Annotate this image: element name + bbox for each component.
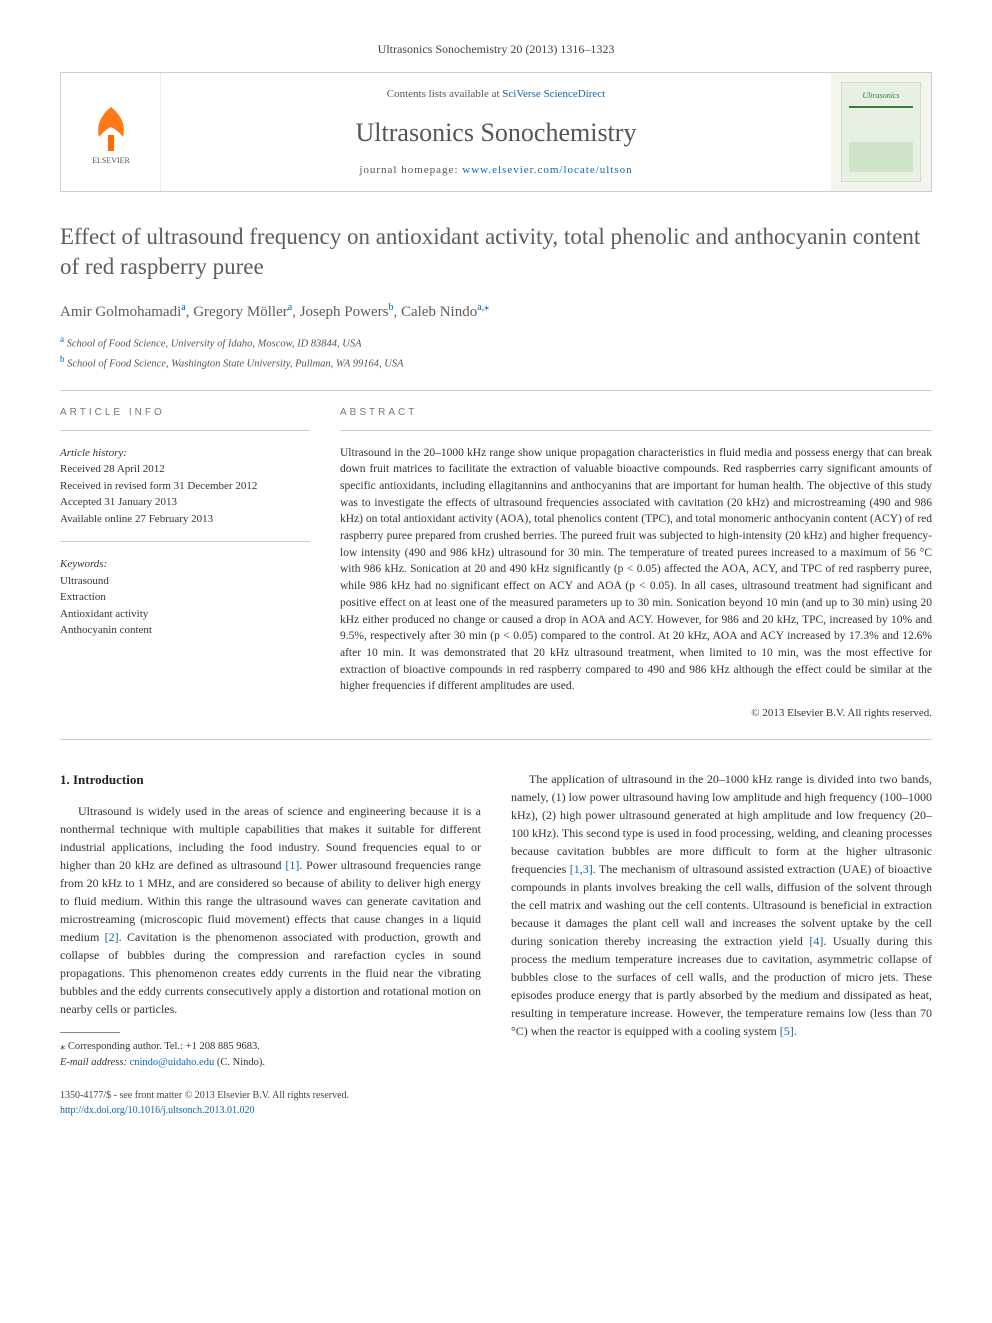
- citation-link[interactable]: [4]: [809, 934, 823, 948]
- body-column-left: 1. Introduction Ultrasound is widely use…: [60, 770, 481, 1070]
- abstract-text: Ultrasound in the 20–1000 kHz range show…: [340, 445, 932, 695]
- divider: [60, 390, 932, 391]
- footnote-rule: [60, 1032, 120, 1033]
- corresponding-email-link[interactable]: cnindo@uidaho.edu: [130, 1057, 215, 1068]
- history-item: Available online 27 February 2013: [60, 511, 310, 528]
- front-matter-line: 1350-4177/$ - see front matter © 2013 El…: [60, 1088, 932, 1103]
- author: Gregory Möllera: [193, 304, 292, 320]
- contents-available-line: Contents lists available at SciVerse Sci…: [387, 86, 605, 103]
- svg-text:Ultrasonics: Ultrasonics: [862, 91, 899, 100]
- contents-prefix: Contents lists available at: [387, 88, 502, 100]
- article-title: Effect of ultrasound frequency on antiox…: [60, 222, 932, 282]
- homepage-prefix: journal homepage:: [359, 164, 462, 176]
- keyword: Anthocyanin content: [60, 622, 310, 639]
- article-info-label: ARTICLE INFO: [60, 405, 310, 420]
- cover-thumb-cell: Ultrasonics: [831, 73, 931, 191]
- history-item: Accepted 31 January 2013: [60, 494, 310, 511]
- body-column-right: The application of ultrasound in the 20–…: [511, 770, 932, 1070]
- section-heading: 1. Introduction: [60, 770, 481, 790]
- header-citation: Ultrasonics Sonochemistry 20 (2013) 1316…: [60, 40, 932, 58]
- publisher-logo-cell: ELSEVIER: [61, 73, 161, 191]
- footnote-email-line: E-mail address: cnindo@uidaho.edu (C. Ni…: [60, 1055, 481, 1071]
- journal-name: Ultrasonics Sonochemistry: [356, 113, 637, 152]
- keywords-block: Keywords: Ultrasound Extraction Antioxid…: [60, 556, 310, 639]
- citation-link[interactable]: [1]: [285, 858, 299, 872]
- author: Caleb Nindoa,⁎: [401, 304, 489, 320]
- article-history: Article history: Received 28 April 2012 …: [60, 445, 310, 528]
- citation-link[interactable]: [2]: [105, 930, 119, 944]
- keyword: Extraction: [60, 589, 310, 606]
- sciencedirect-link[interactable]: SciVerse ScienceDirect: [502, 88, 605, 100]
- divider: [60, 739, 932, 740]
- svg-text:ELSEVIER: ELSEVIER: [92, 156, 130, 165]
- banner-mid: Contents lists available at SciVerse Sci…: [161, 73, 831, 191]
- keyword: Ultrasound: [60, 573, 310, 590]
- info-abstract-row: ARTICLE INFO Article history: Received 2…: [60, 405, 932, 722]
- history-label: Article history:: [60, 445, 310, 462]
- body-columns: 1. Introduction Ultrasound is widely use…: [60, 770, 932, 1070]
- author-list: Amir Golmohamadia, Gregory Möllera, Jose…: [60, 300, 932, 324]
- author: Joseph Powersb: [300, 304, 394, 320]
- divider: [340, 430, 932, 431]
- history-item: Received in revised form 31 December 201…: [60, 478, 310, 495]
- journal-cover-icon: Ultrasonics: [841, 82, 921, 182]
- history-item: Received 28 April 2012: [60, 461, 310, 478]
- elsevier-tree-icon: ELSEVIER: [81, 97, 141, 167]
- affiliation: a School of Food Science, University of …: [60, 333, 932, 352]
- corresponding-footnote: ⁎ Corresponding author. Tel.: +1 208 885…: [60, 1039, 481, 1071]
- footer-meta: 1350-4177/$ - see front matter © 2013 El…: [60, 1088, 932, 1118]
- footnote-label: ⁎ Corresponding author. Tel.: +1 208 885…: [60, 1039, 481, 1055]
- author: Amir Golmohamadia: [60, 304, 186, 320]
- keywords-label: Keywords:: [60, 556, 310, 573]
- abstract-copyright: © 2013 Elsevier B.V. All rights reserved…: [340, 705, 932, 722]
- paragraph: The application of ultrasound in the 20–…: [511, 770, 932, 1040]
- paragraph: Ultrasound is widely used in the areas o…: [60, 802, 481, 1018]
- keyword: Antioxidant activity: [60, 606, 310, 623]
- divider: [60, 541, 310, 542]
- journal-banner: ELSEVIER Contents lists available at Sci…: [60, 72, 932, 192]
- doi-link[interactable]: http://dx.doi.org/10.1016/j.ultsonch.201…: [60, 1105, 255, 1116]
- divider: [60, 430, 310, 431]
- abstract-column: ABSTRACT Ultrasound in the 20–1000 kHz r…: [340, 405, 932, 722]
- article-info-column: ARTICLE INFO Article history: Received 2…: [60, 405, 310, 722]
- citation-link[interactable]: [5]: [780, 1024, 794, 1038]
- journal-homepage-link[interactable]: www.elsevier.com/locate/ultson: [462, 164, 632, 176]
- journal-homepage-line: journal homepage: www.elsevier.com/locat…: [359, 162, 632, 179]
- citation-link[interactable]: [1,3]: [570, 862, 593, 876]
- abstract-label: ABSTRACT: [340, 405, 932, 420]
- affiliation: b School of Food Science, Washington Sta…: [60, 353, 932, 372]
- affiliations: a School of Food Science, University of …: [60, 333, 932, 372]
